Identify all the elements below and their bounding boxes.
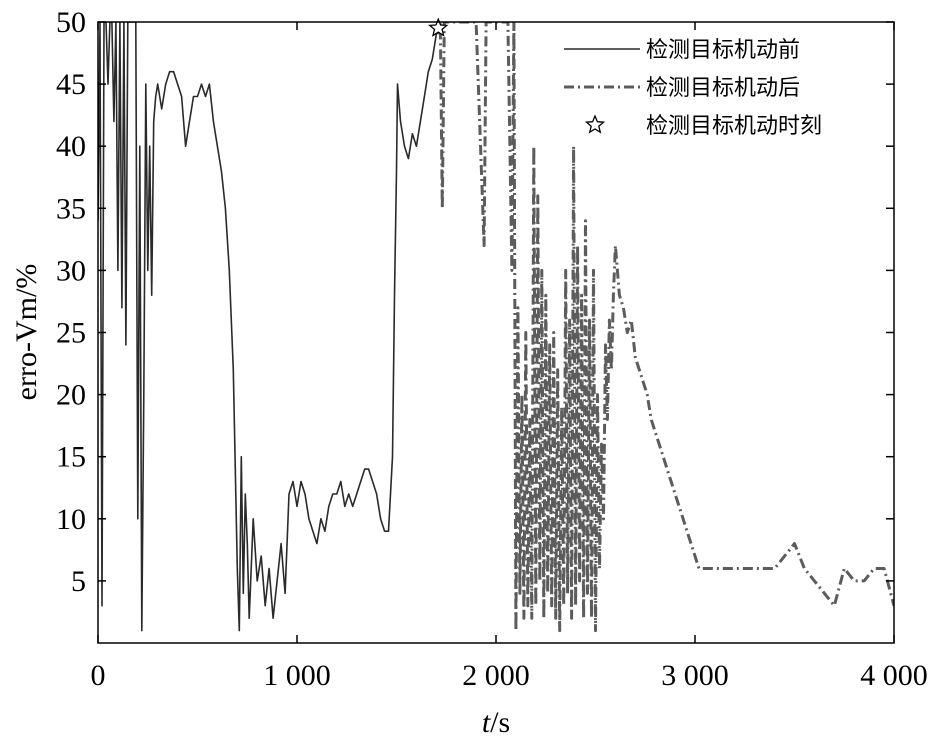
- legend-star-icon: [584, 114, 606, 134]
- plot-marks: [98, 17, 894, 633]
- y-tick-label: 10: [56, 503, 86, 536]
- tick-labels: 0 1 000 2 000 3 000 4 000 5 10 15 20 25 30 35 40 45 50: [56, 6, 928, 692]
- legend-label-moment: 检测目标机动时刻: [646, 114, 822, 139]
- x-axis-label-var: t: [482, 706, 491, 739]
- series-line-0: [98, 22, 440, 632]
- legend: 检测目标机动前 检测目标机动后 检测目标机动时刻: [564, 38, 822, 139]
- y-tick-label: 30: [56, 254, 86, 287]
- x-tick-label: 1 000: [263, 659, 331, 692]
- y-tick-label: 5: [71, 565, 86, 598]
- maneuver-moment-star: [428, 17, 449, 37]
- x-tick-label: 2 000: [462, 659, 530, 692]
- y-tick-label: 50: [56, 6, 86, 39]
- y-tick-label: 15: [56, 441, 86, 474]
- legend-label-after: 检测目标机动后: [646, 76, 800, 101]
- y-axis-label: erro-Vm/%: [10, 264, 43, 401]
- y-tick-label: 20: [56, 379, 86, 412]
- series-line-1: [436, 22, 894, 633]
- y-tick-label: 40: [56, 130, 86, 163]
- series-group: [98, 22, 894, 633]
- x-axis-label-unit: /s: [490, 706, 510, 739]
- y-tick-label: 35: [56, 192, 86, 225]
- legend-label-before: 检测目标机动前: [646, 38, 800, 63]
- y-tick-label: 45: [56, 68, 86, 101]
- y-tick-label: 25: [56, 317, 86, 350]
- x-tick-label: 3 000: [661, 659, 729, 692]
- x-tick-label: 4 000: [860, 659, 928, 692]
- x-tick-label: 0: [91, 659, 106, 692]
- x-axis-label: t/s: [482, 706, 510, 739]
- axis-ticks: [97, 21, 895, 643]
